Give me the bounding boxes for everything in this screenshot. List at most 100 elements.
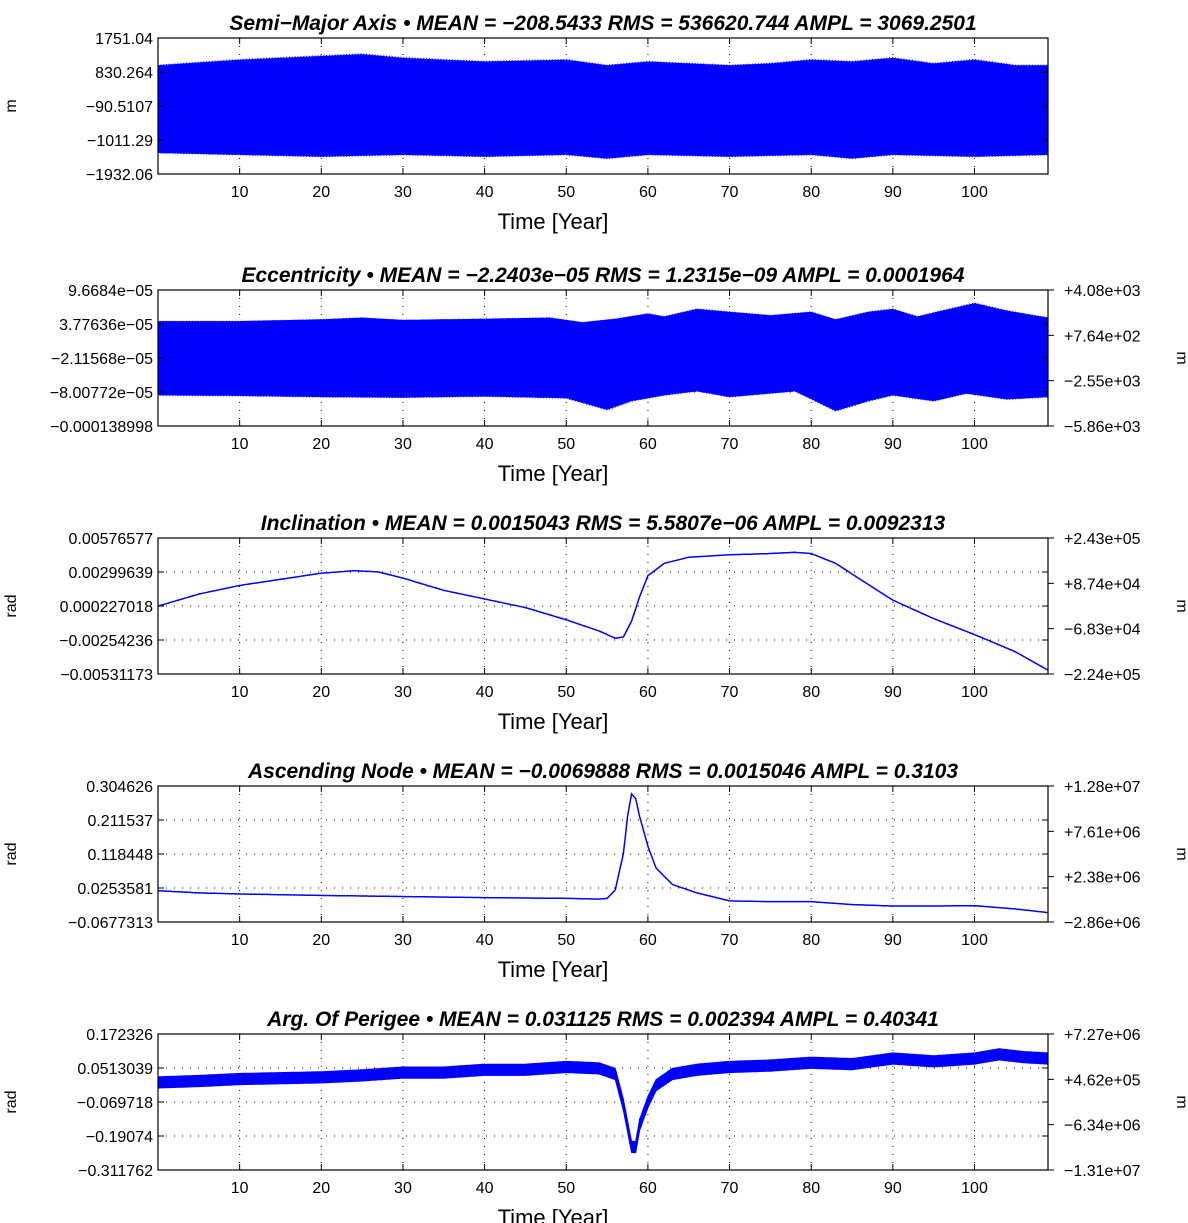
x-tick-label: 70 [721, 1180, 739, 1197]
x-tick-label: 50 [557, 436, 575, 453]
x-tick-label: 50 [557, 932, 575, 949]
x-tick-label: 90 [884, 932, 902, 949]
panel-1: Semi−Major Axis • MEAN = −208.5433 RMS =… [3, 12, 1049, 234]
y-tick-label: 0.211537 [87, 813, 153, 830]
x-tick-label: 60 [639, 932, 657, 949]
panel-title: Ascending Node • MEAN = −0.0069888 RMS =… [247, 760, 958, 783]
y2-tick-label: +2.38e+06 [1064, 870, 1141, 887]
x-tick-label: 30 [394, 184, 412, 201]
x-tick-label: 90 [884, 436, 902, 453]
x-tick-label: 50 [557, 184, 575, 201]
x-tick-label: 100 [961, 932, 988, 949]
y-tick-label: −0.19074 [86, 1129, 153, 1146]
y-tick-label: −0.00531173 [60, 667, 153, 684]
y-axis-label: rad [3, 842, 20, 865]
x-tick-label: 20 [312, 436, 330, 453]
y2-tick-label: +1.28e+07 [1064, 779, 1141, 796]
series-oscillation [158, 53, 1048, 160]
y2-tick-label: +4.62e+05 [1064, 1072, 1141, 1089]
plot-frame [157, 785, 1049, 923]
x-tick-label: 40 [476, 1180, 494, 1197]
x-tick-label: 70 [721, 184, 739, 201]
x-tick-label: 10 [231, 684, 249, 701]
x-tick-label: 100 [961, 1180, 988, 1197]
x-tick-label: 90 [884, 1180, 902, 1197]
series-group [158, 302, 1048, 412]
panel-4: Ascending Node • MEAN = −0.0069888 RMS =… [3, 760, 1188, 982]
x-tick-label: 80 [802, 932, 820, 949]
y-tick-label: 0.000227018 [60, 599, 154, 616]
y2-tick-label: −2.24e+05 [1064, 667, 1141, 684]
x-tick-label: 20 [312, 184, 330, 201]
x-tick-label: 10 [231, 184, 249, 201]
y-tick-label: 0.172326 [86, 1027, 153, 1044]
series-group [158, 792, 1048, 914]
y-tick-label: 0.118448 [87, 847, 153, 864]
x-tick-label: 80 [802, 184, 820, 201]
y-tick-label: −1932.06 [86, 167, 153, 184]
y-tick-label: −90.5107 [86, 99, 153, 116]
panel-2: Eccentricity • MEAN = −2.2403e−05 RMS = … [50, 264, 1188, 486]
x-axis-label: Time [Year] [498, 957, 609, 982]
series-group [158, 53, 1048, 160]
y-tick-label: 0.304626 [86, 779, 153, 796]
x-axis-label: Time [Year] [498, 461, 609, 486]
y2-tick-label: +2.43e+05 [1064, 531, 1141, 548]
x-tick-label: 30 [394, 932, 412, 949]
panel-title: Eccentricity • MEAN = −2.2403e−05 RMS = … [242, 264, 965, 287]
y2-tick-label: −6.83e+04 [1064, 622, 1141, 639]
y-tick-label: 0.00299639 [68, 565, 153, 582]
y-axis-label: rad [3, 1090, 20, 1113]
x-tick-label: 20 [312, 684, 330, 701]
x-tick-label: 30 [394, 684, 412, 701]
x-tick-label: 90 [884, 184, 902, 201]
series-group [158, 551, 1048, 671]
y2-tick-label: +7.64e+02 [1064, 328, 1141, 345]
series-group [158, 1048, 1048, 1154]
x-tick-label: 20 [312, 1180, 330, 1197]
x-tick-label: 10 [231, 1180, 249, 1197]
y2-tick-label: −2.55e+03 [1064, 374, 1141, 391]
x-tick-label: 70 [721, 932, 739, 949]
panel-title: Semi−Major Axis • MEAN = −208.5433 RMS =… [229, 12, 976, 35]
x-tick-label: 60 [639, 184, 657, 201]
y-tick-label: −2.11568e−05 [51, 351, 153, 368]
y-tick-label: −0.069718 [77, 1095, 153, 1112]
panel-5: Arg. Of Perigee • MEAN = 0.031125 RMS = … [3, 1008, 1188, 1223]
y2-axis-label: m [1173, 1095, 1188, 1108]
y-tick-label: 3.77636e−05 [59, 317, 153, 334]
y-tick-label: 0.0513039 [77, 1061, 153, 1078]
series-line [158, 551, 1048, 671]
y-tick-label: 830.264 [95, 65, 153, 82]
x-tick-label: 20 [312, 932, 330, 949]
y-tick-label: −0.00254236 [59, 633, 153, 650]
series-line [158, 792, 1048, 914]
series-oscillation [158, 302, 1048, 412]
x-tick-label: 60 [639, 436, 657, 453]
y-tick-label: −0.0677313 [68, 915, 153, 932]
x-tick-label: 50 [557, 684, 575, 701]
series-band [158, 1048, 1048, 1154]
x-tick-label: 80 [802, 1180, 820, 1197]
x-axis-label: Time [Year] [498, 1205, 609, 1223]
y2-axis-label: m [1173, 351, 1188, 364]
x-tick-label: 40 [476, 684, 494, 701]
y2-axis-label: m [1173, 847, 1188, 860]
plot-frame [157, 537, 1049, 675]
x-tick-label: 100 [961, 184, 988, 201]
panel-3: Inclination • MEAN = 0.0015043 RMS = 5.5… [3, 512, 1188, 734]
x-tick-label: 80 [802, 436, 820, 453]
y-tick-label: 0.0253581 [77, 881, 153, 898]
y-tick-label: −1011.29 [87, 133, 153, 150]
y-tick-label: 0.00576577 [68, 531, 153, 548]
y2-tick-label: +4.08e+03 [1064, 283, 1141, 300]
x-tick-label: 100 [961, 684, 988, 701]
x-tick-label: 90 [884, 684, 902, 701]
y-axis-label: m [3, 99, 20, 112]
x-tick-label: 80 [802, 684, 820, 701]
y-tick-label: −0.000138998 [50, 419, 153, 436]
x-tick-label: 30 [394, 436, 412, 453]
x-tick-label: 10 [231, 932, 249, 949]
x-tick-label: 50 [557, 1180, 575, 1197]
